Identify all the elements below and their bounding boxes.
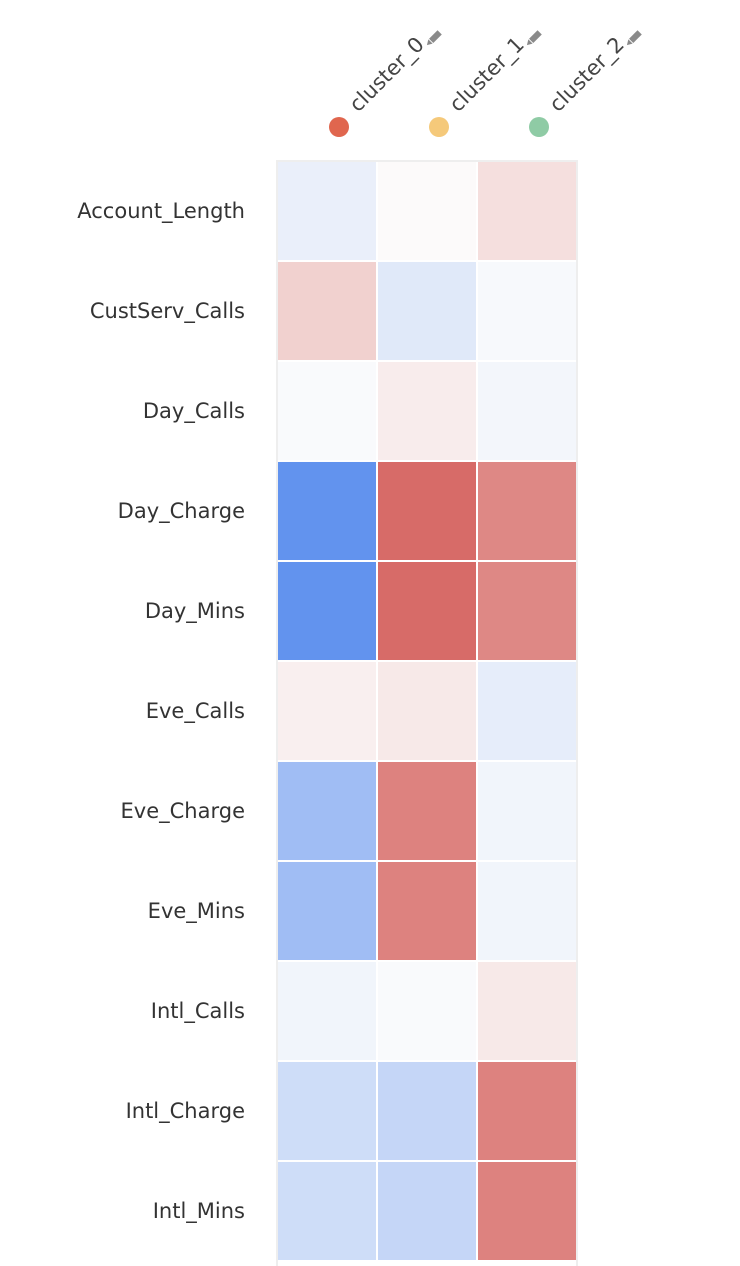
heatmap-cell-day_calls-cluster_0[interactable] bbox=[278, 362, 376, 460]
heatmap-cell-day_calls-cluster_1[interactable] bbox=[378, 362, 476, 460]
heatmap-cell-eve_calls-cluster_2[interactable] bbox=[478, 662, 576, 760]
heatmap-cell-intl_calls-cluster_1[interactable] bbox=[378, 962, 476, 1060]
heatmap-cell-account_length-cluster_0[interactable] bbox=[278, 162, 376, 260]
row-label-day_charge: Day_Charge bbox=[118, 499, 245, 524]
heatmap-cell-day_calls-cluster_2[interactable] bbox=[478, 362, 576, 460]
heatmap-cell-eve_mins-cluster_1[interactable] bbox=[378, 862, 476, 960]
heatmap-cell-eve_charge-cluster_1[interactable] bbox=[378, 762, 476, 860]
row-label-day_calls: Day_Calls bbox=[143, 399, 245, 424]
heatmap-cell-intl_mins-cluster_2[interactable] bbox=[478, 1162, 576, 1260]
heatmap-cell-eve_charge-cluster_2[interactable] bbox=[478, 762, 576, 860]
cluster_1-header-label[interactable]: cluster_1 bbox=[445, 32, 530, 117]
row-label-eve_mins: Eve_Mins bbox=[148, 899, 245, 924]
heatmap-cell-custserv_calls-cluster_1[interactable] bbox=[378, 262, 476, 360]
heatmap-cell-account_length-cluster_1[interactable] bbox=[378, 162, 476, 260]
row-label-intl_calls: Intl_Calls bbox=[151, 999, 245, 1024]
cluster_0-legend-dot bbox=[329, 117, 349, 137]
heatmap-cell-intl_mins-cluster_0[interactable] bbox=[278, 1162, 376, 1260]
row-label-eve_calls: Eve_Calls bbox=[146, 699, 245, 724]
pencil-icon[interactable] bbox=[625, 30, 642, 47]
heatmap-cell-eve_mins-cluster_0[interactable] bbox=[278, 862, 376, 960]
pencil-icon[interactable] bbox=[425, 30, 442, 47]
row-label-day_mins: Day_Mins bbox=[145, 599, 245, 624]
heatmap-cell-intl_charge-cluster_1[interactable] bbox=[378, 1062, 476, 1160]
row-label-custserv_calls: CustServ_Calls bbox=[90, 299, 245, 324]
heatmap-cell-intl_charge-cluster_2[interactable] bbox=[478, 1062, 576, 1160]
heatmap-cell-day_charge-cluster_2[interactable] bbox=[478, 462, 576, 560]
cluster_0-header-label[interactable]: cluster_0 bbox=[345, 32, 430, 117]
row-label-account_length: Account_Length bbox=[77, 199, 245, 224]
cluster_2-header-label[interactable]: cluster_2 bbox=[545, 32, 630, 117]
heatmap-cell-day_mins-cluster_0[interactable] bbox=[278, 562, 376, 660]
heatmap-cell-day_charge-cluster_1[interactable] bbox=[378, 462, 476, 560]
heatmap-cell-custserv_calls-cluster_2[interactable] bbox=[478, 262, 576, 360]
pencil-icon[interactable] bbox=[525, 30, 542, 47]
row-label-intl_mins: Intl_Mins bbox=[153, 1199, 245, 1224]
heatmap-cell-custserv_calls-cluster_0[interactable] bbox=[278, 262, 376, 360]
heatmap-cell-intl_calls-cluster_0[interactable] bbox=[278, 962, 376, 1060]
heatmap-cell-intl_calls-cluster_2[interactable] bbox=[478, 962, 576, 1060]
heatmap-cell-eve_calls-cluster_1[interactable] bbox=[378, 662, 476, 760]
row-label-eve_charge: Eve_Charge bbox=[121, 799, 245, 824]
heatmap-cell-intl_mins-cluster_1[interactable] bbox=[378, 1162, 476, 1260]
heatmap-cell-account_length-cluster_2[interactable] bbox=[478, 162, 576, 260]
heatmap-cell-eve_charge-cluster_0[interactable] bbox=[278, 762, 376, 860]
heatmap-cell-intl_charge-cluster_0[interactable] bbox=[278, 1062, 376, 1160]
cluster_1-legend-dot bbox=[429, 117, 449, 137]
row-label-intl_charge: Intl_Charge bbox=[126, 1099, 245, 1124]
heatmap-cell-day_mins-cluster_1[interactable] bbox=[378, 562, 476, 660]
heatmap-cell-day_charge-cluster_0[interactable] bbox=[278, 462, 376, 560]
heatmap-cell-day_mins-cluster_2[interactable] bbox=[478, 562, 576, 660]
heatmap-cell-eve_mins-cluster_2[interactable] bbox=[478, 862, 576, 960]
cluster_2-legend-dot bbox=[529, 117, 549, 137]
heatmap-cell-eve_calls-cluster_0[interactable] bbox=[278, 662, 376, 760]
